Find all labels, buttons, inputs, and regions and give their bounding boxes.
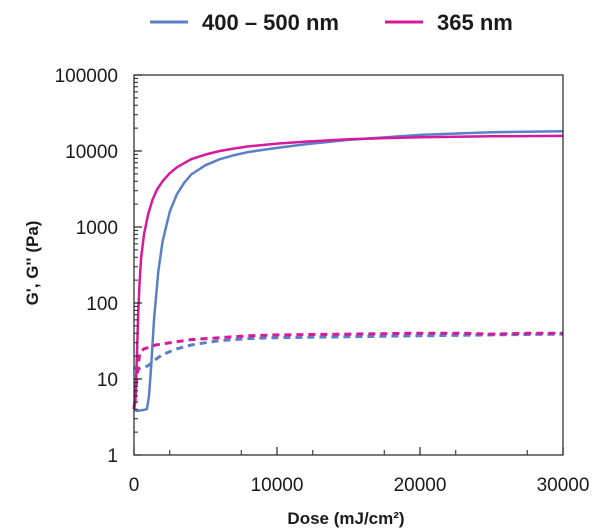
legend-label: 400 – 500 nm — [202, 10, 339, 35]
y-tick-label: 100 — [86, 294, 118, 315]
y-axis-title: G', G'' (Pa) — [23, 221, 42, 306]
x-tick-label: 30000 — [537, 475, 590, 496]
axes: 1 10 100 1000 10000 100000 0 10000 20000 30000 — [55, 66, 590, 496]
series-line-solid — [133, 129, 564, 413]
y-tick-label: 1 — [107, 446, 118, 467]
legend-label: 365 nm — [437, 10, 513, 35]
x-axis-title: Dose (mJ/cm²) — [287, 509, 404, 528]
y-tick-label: 100000 — [55, 66, 118, 87]
legend: 400 – 500 nm 365 nm — [150, 10, 513, 35]
y-tick-label: 1000 — [76, 218, 118, 239]
plot-frame — [133, 74, 564, 456]
series-line-dashed — [132, 331, 563, 410]
series-line-solid — [132, 134, 564, 410]
x-tick-label: 0 — [129, 475, 140, 496]
series-line-dashed — [133, 332, 564, 371]
x-tick-label: 10000 — [251, 475, 304, 496]
y-tick-label: 10000 — [65, 142, 118, 163]
x-tick-label: 20000 — [394, 475, 447, 496]
y-tick-label: 10 — [97, 370, 118, 391]
plot-area — [132, 129, 564, 413]
